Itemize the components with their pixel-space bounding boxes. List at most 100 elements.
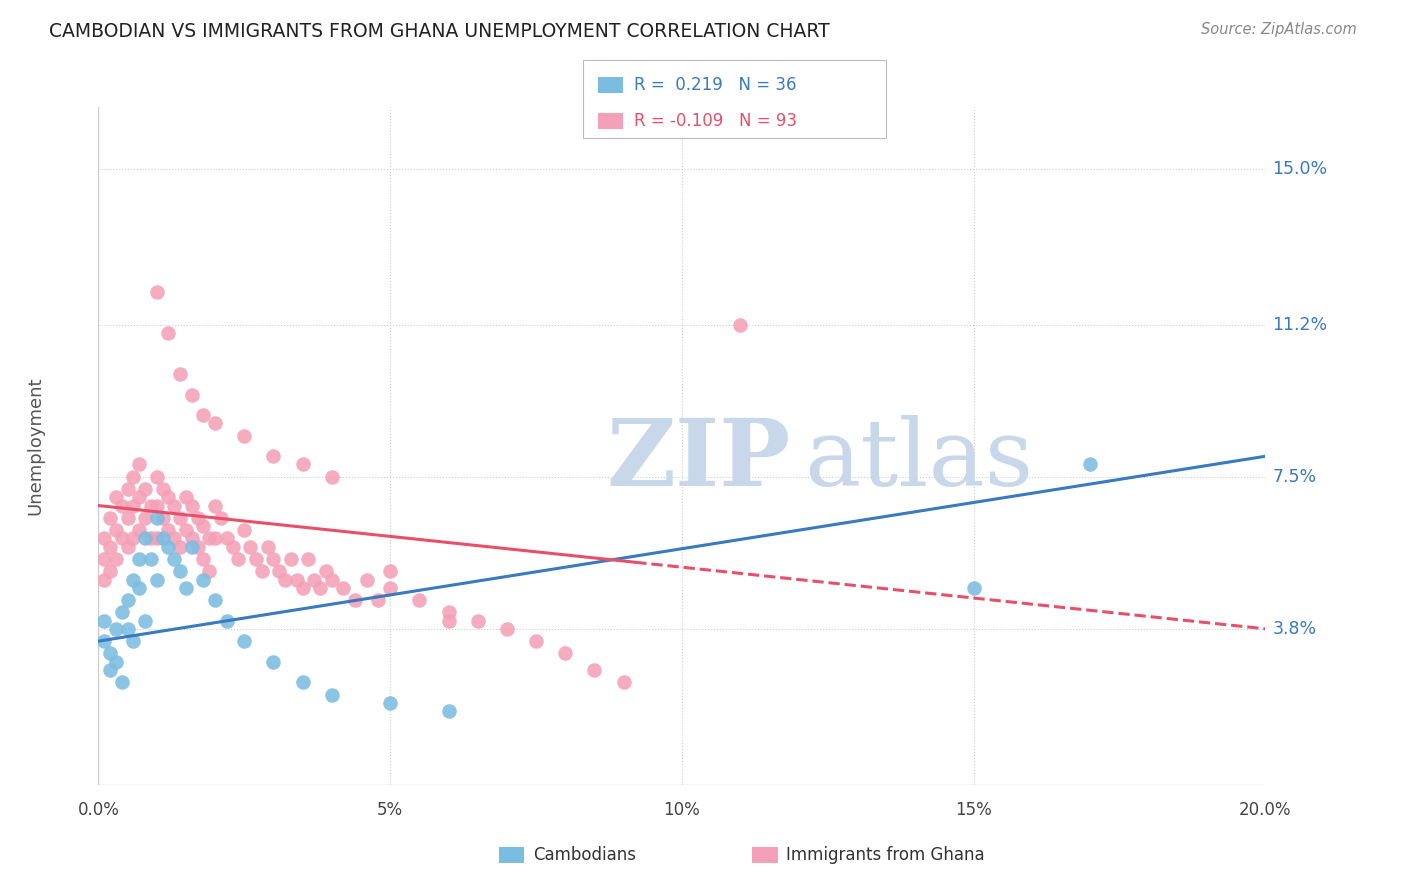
- Point: [245, 552, 267, 566]
- Point: [93, 614, 115, 628]
- Point: [280, 552, 302, 566]
- Point: [344, 593, 367, 607]
- Point: [356, 573, 378, 587]
- Point: [228, 552, 250, 566]
- Text: CAMBODIAN VS IMMIGRANTS FROM GHANA UNEMPLOYMENT CORRELATION CHART: CAMBODIAN VS IMMIGRANTS FROM GHANA UNEMP…: [49, 22, 830, 41]
- Point: [93, 552, 115, 566]
- Point: [128, 523, 150, 537]
- Point: [152, 511, 174, 525]
- Point: [378, 696, 402, 710]
- Point: [111, 675, 134, 690]
- Point: [111, 499, 134, 513]
- Point: [495, 622, 517, 636]
- Point: [193, 573, 215, 587]
- Point: [98, 511, 121, 525]
- Point: [180, 540, 202, 554]
- Point: [122, 634, 145, 648]
- Point: [291, 458, 314, 472]
- Point: [209, 511, 232, 525]
- Point: [128, 458, 150, 472]
- Point: [146, 470, 169, 484]
- Point: [204, 417, 226, 431]
- Point: [193, 519, 215, 533]
- Point: [233, 634, 256, 648]
- Point: [139, 552, 162, 566]
- Text: 15.0%: 15.0%: [1272, 160, 1327, 178]
- Text: 11.2%: 11.2%: [1272, 316, 1327, 334]
- Point: [117, 593, 139, 607]
- Point: [612, 675, 634, 690]
- Point: [437, 614, 460, 628]
- Point: [174, 523, 197, 537]
- Point: [269, 564, 291, 578]
- Point: [111, 532, 134, 546]
- Point: [274, 573, 297, 587]
- Point: [180, 387, 202, 401]
- Point: [309, 581, 332, 595]
- Point: [180, 532, 202, 546]
- Point: [378, 564, 402, 578]
- Text: Unemployment: Unemployment: [27, 376, 44, 516]
- Text: R = -0.109   N = 93: R = -0.109 N = 93: [634, 112, 797, 130]
- Point: [262, 450, 284, 464]
- Point: [134, 614, 156, 628]
- Point: [98, 564, 121, 578]
- Point: [321, 573, 343, 587]
- Point: [128, 491, 150, 505]
- Point: [198, 532, 221, 546]
- Point: [93, 532, 115, 546]
- Point: [262, 655, 284, 669]
- Point: [291, 675, 314, 690]
- Point: [93, 573, 115, 587]
- Point: [128, 581, 150, 595]
- Point: [204, 532, 226, 546]
- Point: [117, 511, 139, 525]
- Point: [157, 540, 180, 554]
- Point: [221, 540, 243, 554]
- Point: [146, 532, 169, 546]
- Point: [321, 470, 343, 484]
- Point: [233, 428, 256, 442]
- Point: [193, 552, 215, 566]
- Text: R =  0.219   N = 36: R = 0.219 N = 36: [634, 76, 797, 94]
- Point: [169, 367, 191, 381]
- Point: [98, 647, 121, 661]
- Text: ZIP: ZIP: [606, 415, 790, 505]
- Point: [1080, 458, 1102, 472]
- Point: [117, 482, 139, 496]
- Point: [122, 499, 145, 513]
- Point: [134, 511, 156, 525]
- Point: [104, 622, 127, 636]
- Point: [583, 663, 606, 677]
- Point: [467, 614, 489, 628]
- Point: [256, 540, 278, 554]
- Text: 10%: 10%: [664, 801, 700, 819]
- Point: [98, 540, 121, 554]
- Point: [104, 491, 127, 505]
- Point: [262, 552, 284, 566]
- Point: [146, 573, 169, 587]
- Point: [198, 564, 221, 578]
- Point: [524, 634, 547, 648]
- Point: [157, 491, 180, 505]
- Point: [315, 564, 337, 578]
- Point: [304, 573, 326, 587]
- Point: [122, 532, 145, 546]
- Point: [187, 511, 209, 525]
- Point: [174, 581, 197, 595]
- Text: 20.0%: 20.0%: [1239, 801, 1292, 819]
- Point: [146, 285, 169, 299]
- Point: [146, 499, 169, 513]
- Point: [93, 634, 115, 648]
- Point: [152, 532, 174, 546]
- Point: [169, 564, 191, 578]
- Point: [146, 511, 169, 525]
- Point: [437, 704, 460, 718]
- Point: [332, 581, 354, 595]
- Point: [104, 655, 127, 669]
- Point: [180, 499, 202, 513]
- Point: [157, 326, 180, 340]
- Point: [728, 318, 751, 332]
- Point: [111, 606, 134, 620]
- Point: [204, 499, 226, 513]
